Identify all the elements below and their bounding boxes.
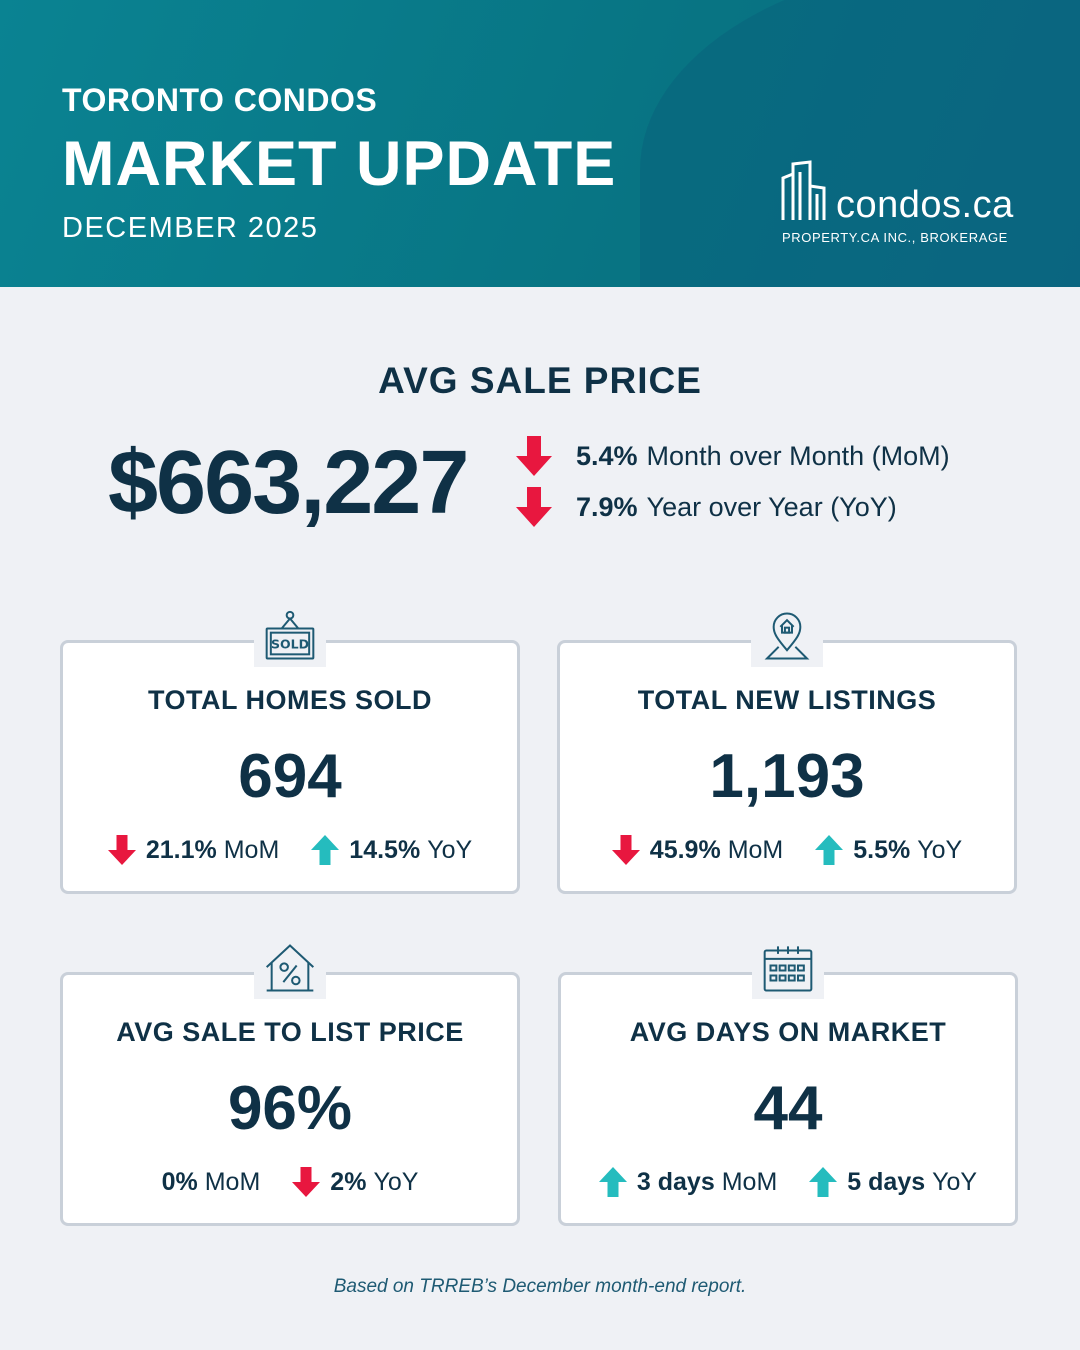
mom-value: 21.1% — [145, 835, 217, 864]
avg-sale-price-mom: 5.4% Month over Month (MoM) — [516, 434, 950, 478]
yoy-value: 2% — [330, 1167, 367, 1196]
mom-label: Month over Month (MoM) — [646, 440, 950, 471]
stat-card-homes-sold: SOLD TOTAL HOMES SOLD 694 21.1% MoM 14.5… — [60, 605, 520, 894]
yoy-value: 5.5% — [853, 835, 911, 864]
yoy-change: 5.5% YoY — [815, 835, 962, 865]
header-swoosh — [640, 0, 1080, 287]
card-value: 96% — [227, 1074, 353, 1143]
yoy-label: YoY — [917, 835, 963, 864]
mom-change: 45.9% MoM — [611, 835, 784, 865]
arrow-down-icon — [292, 1167, 321, 1197]
svg-text:SOLD: SOLD — [271, 637, 309, 652]
mom-value: 5.4% — [576, 440, 638, 471]
yoy-change: 14.5% YoY — [311, 835, 472, 865]
card-title: TOTAL NEW LISTINGS — [637, 685, 937, 715]
yoy-label: Year over Year (YoY) — [646, 491, 897, 522]
yoy-label: YoY — [932, 1167, 978, 1196]
stat-card-new-listings: TOTAL NEW LISTINGS 1,193 45.9% MoM 5.5% … — [557, 605, 1017, 894]
mom-label: MoM — [223, 835, 280, 864]
yoy-change: 2% YoY — [292, 1167, 418, 1197]
arrow-up-icon — [815, 835, 844, 865]
location-pin-home-icon — [751, 605, 823, 667]
mom-value: 45.9% — [649, 835, 721, 864]
yoy-value: 7.9% — [576, 491, 638, 522]
avg-sale-price-yoy: 7.9% Year over Year (YoY) — [516, 485, 897, 529]
stat-card-sale-to-list: AVG SALE TO LIST PRICE 96% 0% MoM 2% YoY — [60, 937, 520, 1226]
yoy-label: YoY — [427, 835, 473, 864]
card-changes: 45.9% MoM 5.5% YoY — [560, 835, 1014, 865]
avg-sale-price-label: AVG SALE PRICE — [378, 360, 702, 401]
arrow-up-icon — [809, 1167, 838, 1197]
header-banner: TORONTO CONDOS MARKET UPDATE DECEMBER 20… — [0, 0, 1080, 287]
page-title: MARKET UPDATE — [62, 129, 617, 199]
yoy-value: 5 days — [847, 1167, 926, 1196]
card-changes: 3 days MoM 5 days YoY — [561, 1167, 1015, 1197]
avg-sale-price-value: $663,227 — [108, 433, 469, 533]
mom-value: 3 days — [636, 1167, 715, 1196]
calendar-icon — [752, 937, 824, 999]
card-title: AVG DAYS ON MARKET — [629, 1017, 947, 1047]
sold-sign-icon: SOLD — [254, 605, 326, 667]
card-value: 44 — [753, 1074, 823, 1143]
brand-logo: condos.ca PROPERTY.CA INC., BROKERAGE — [780, 158, 1030, 250]
mom-label: MoM — [721, 1167, 778, 1196]
card-value: 694 — [238, 742, 342, 811]
mom-change: 3 days MoM — [598, 1167, 778, 1197]
card-title: TOTAL HOMES SOLD — [147, 685, 432, 715]
header-eyebrow: TORONTO CONDOS — [62, 82, 378, 118]
card-changes: 0% MoM 2% YoY — [63, 1167, 517, 1197]
arrow-down-icon — [611, 835, 640, 865]
buildings-icon — [781, 160, 826, 220]
arrow-down-icon — [516, 436, 552, 476]
brand-name: condos.ca — [836, 184, 1014, 226]
yoy-change: 5 days YoY — [809, 1167, 977, 1197]
mom-change: 21.1% MoM — [107, 835, 280, 865]
arrow-down-icon — [107, 835, 136, 865]
mom-label: MoM — [204, 1167, 261, 1196]
source-footnote: Based on TRREB’s December month-end repo… — [333, 1276, 747, 1297]
card-changes: 21.1% MoM 14.5% YoY — [63, 835, 517, 865]
mom-label: MoM — [727, 835, 784, 864]
arrow-up-icon — [598, 1167, 627, 1197]
arrow-up-icon — [311, 835, 340, 865]
header-date: DECEMBER 2025 — [62, 212, 319, 244]
arrow-down-icon — [516, 487, 552, 527]
mom-value: 0% — [161, 1167, 198, 1196]
house-percent-icon — [254, 937, 326, 999]
yoy-value: 14.5% — [349, 835, 421, 864]
card-title: AVG SALE TO LIST PRICE — [116, 1017, 464, 1047]
brand-tagline: PROPERTY.CA INC., BROKERAGE — [782, 230, 1008, 245]
stat-card-days-on-market: AVG DAYS ON MARKET 44 3 days MoM 5 days … — [558, 937, 1018, 1226]
card-value: 1,193 — [709, 742, 865, 811]
mom-change: 0% MoM — [162, 1168, 261, 1197]
yoy-label: YoY — [373, 1167, 419, 1196]
